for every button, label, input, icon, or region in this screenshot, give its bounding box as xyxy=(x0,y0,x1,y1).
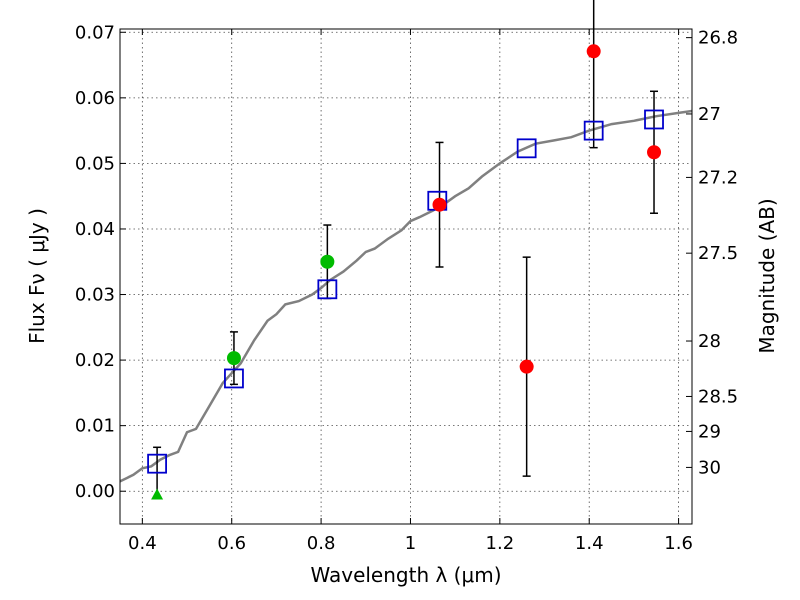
y-axis-label: Flux Fν ( μJy ) xyxy=(25,208,49,344)
model-flux-square xyxy=(644,109,664,130)
observed-point xyxy=(320,254,335,269)
y-tick-label: 0.03 xyxy=(75,285,115,306)
x-tick-label: 1.2 xyxy=(486,533,515,554)
y2-tick-label: 28 xyxy=(698,331,721,352)
observed-point xyxy=(647,145,662,160)
upper-limit-marker xyxy=(151,488,164,500)
y-tick-label: 0.04 xyxy=(75,219,115,240)
plot-frame xyxy=(119,28,693,525)
axes-layer: 0.4 0.6 0.8 1 1.2 1.4 1.6 0.00 0.01 0.02 0.03 0.04 0… xyxy=(75,22,738,554)
x-tick-label: 1.6 xyxy=(664,533,693,554)
y2-tick-label: 27.2 xyxy=(698,167,738,188)
marker-layer xyxy=(147,0,664,500)
model-flux-square xyxy=(147,453,167,474)
model-flux-square xyxy=(583,120,604,141)
y2-tick-label: 27.5 xyxy=(698,243,738,264)
y-tick-label: 0.07 xyxy=(75,22,115,43)
y2-axis-label: Magnitude (AB) xyxy=(755,198,779,353)
x-tick-label: 1 xyxy=(405,533,416,554)
y-tick-label: 0.06 xyxy=(75,88,115,109)
y2-tick-label: 26.8 xyxy=(698,28,738,49)
y2-tick-label: 30 xyxy=(698,457,721,478)
x-tick-label: 0.6 xyxy=(217,533,246,554)
x-axis-label: Wavelength λ (μm) xyxy=(310,563,501,587)
observed-point xyxy=(519,359,534,374)
observed-point xyxy=(586,44,601,59)
y2-tick-label: 29 xyxy=(698,421,721,442)
x-tick-label: 0.4 xyxy=(128,533,157,554)
y-tick-label: 0.05 xyxy=(75,153,115,174)
y-tick-label: 0.01 xyxy=(75,416,115,437)
y2-tick-label: 27 xyxy=(698,104,721,125)
model-flux-square xyxy=(516,138,537,159)
y-tick-label: 0.02 xyxy=(75,350,115,371)
model-flux-square xyxy=(224,368,244,389)
y2-tick-label: 28.5 xyxy=(698,386,738,407)
model-layer xyxy=(119,109,693,483)
observed-point xyxy=(432,197,447,212)
model-curve xyxy=(119,109,693,483)
x-tick-label: 1.4 xyxy=(575,533,604,554)
observed-point xyxy=(226,351,241,366)
x-tick-label: 0.8 xyxy=(307,533,336,554)
model-flux-square xyxy=(317,279,338,300)
y-tick-label: 0.00 xyxy=(75,481,115,502)
grid-layer xyxy=(120,29,692,524)
